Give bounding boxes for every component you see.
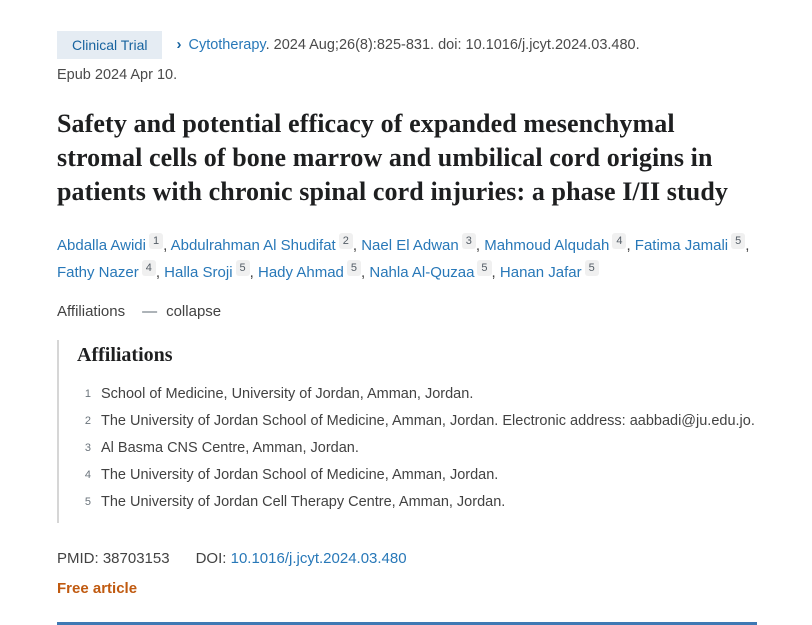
author-entry: Halla Sroji 5, [164,260,258,281]
affiliation-text: Al Basma CNS Centre, Amman, Jordan. [101,440,359,456]
affiliation-text: The University of Jordan School of Medic… [101,413,755,429]
pmid-group: PMID: 38703153 [57,550,170,567]
epub-date: Epub 2024 Apr 10. [57,67,178,83]
affiliations-panel: Affiliations 1 School of Medicine, Unive… [57,340,757,523]
author-entry: Mahmoud Alqudah 4, [484,233,635,254]
author-link[interactable]: Nael El Adwan [361,237,459,254]
affiliation-item: 5 The University of Jordan Cell Therapy … [77,490,757,515]
author-entry: Nael El Adwan 3, [361,233,485,254]
affiliation-item: 1 School of Medicine, University of Jord… [77,382,757,407]
pmid-label: PMID: [57,550,99,567]
author-affiliation-superscript[interactable]: 1 [148,233,164,249]
author-affiliation-superscript[interactable]: 5 [731,233,746,249]
author-link[interactable]: Abdulrahman Al Shudifat [170,237,336,254]
affiliation-number: 1 [84,388,91,400]
journal-link[interactable]: Cytotherapy [188,36,266,53]
citation-text: . 2024 Aug;26(8):825-831. doi: 10.1016/j… [265,36,640,53]
chevron-right-icon: › [176,35,182,53]
affiliation-number: 5 [84,496,91,508]
doi-group: DOI: 10.1016/j.jcyt.2024.03.480 [196,550,407,567]
affiliation-item: 3 Al Basma CNS Centre, Amman, Jordan. [77,436,757,461]
doi-link[interactable]: 10.1016/j.jcyt.2024.03.480 [230,550,407,567]
collapse-minus-icon: — [142,303,158,320]
author-entry: Nahla Al-Quzaa 5, [369,260,500,281]
affiliations-toggle-label: Affiliations [57,303,126,320]
author-entry: Abdulrahman Al Shudifat 2, [170,233,362,254]
author-link[interactable]: Hanan Jafar [499,264,582,281]
affiliation-text: School of Medicine, University of Jordan… [101,386,474,402]
affiliations-heading: Affiliations [77,344,173,366]
author-link[interactable]: Fathy Nazer [57,264,139,281]
article-title: Safety and potential efficacy of expande… [57,109,728,206]
affiliation-text: The University of Jordan School of Medic… [101,467,499,483]
author-entry: Fatima Jamali 5, [634,233,750,254]
author-link[interactable]: Hady Ahmad [258,264,344,281]
author-affiliation-superscript[interactable]: 5 [235,260,250,276]
citation-banner: Clinical Trial › Cytotherapy. 2024 Aug;26(… [57,31,757,59]
author-link[interactable]: Fatima Jamali [634,237,729,254]
author-link[interactable]: Mahmoud Alqudah [484,237,610,254]
author-affiliation-superscript[interactable]: 5 [477,260,492,276]
authors-list: Abdalla Awidi 1, Abdulrahman Al Shudifat 2… [57,232,757,286]
identifiers-row: PMID: 38703153 DOI: 10.1016/j.jcyt.2024.0… [57,550,757,567]
affiliation-number: 3 [84,442,91,454]
affiliation-item: 2 The University of Jordan School of Med… [77,409,757,434]
author-entry: Fathy Nazer 4, [57,260,165,281]
author-affiliation-superscript[interactable]: 4 [141,260,156,276]
author-affiliation-superscript[interactable]: 5 [346,260,362,276]
author-affiliation-superscript[interactable]: 2 [338,233,353,249]
article-header-page: Clinical Trial › Cytotherapy. 2024 Aug;26(… [57,31,757,597]
doi-label: DOI: [195,550,227,567]
affiliations-collapse-toggle[interactable]: Affiliations — collapse [57,303,221,320]
author-entry: Hanan Jafar 5 [499,260,599,281]
author-link[interactable]: Halla Sroji [164,264,233,281]
author-entry: Hady Ahmad 5, [258,260,370,281]
free-article-label: Free article [57,580,138,597]
author-affiliation-superscript[interactable]: 5 [584,260,599,276]
affiliations-items: 1 School of Medicine, University of Jord… [77,382,757,515]
author-link[interactable]: Abdalla Awidi [57,237,146,254]
collapse-action-label: collapse [166,303,222,320]
section-divider-rule [57,622,757,625]
affiliation-number: 2 [84,415,91,427]
affiliation-text: The University of Jordan Cell Therapy Ce… [101,494,506,510]
author-link[interactable]: Nahla Al-Quzaa [369,264,475,281]
publication-type-badge: Clinical Trial [57,31,163,59]
affiliation-item: 4 The University of Jordan School of Med… [77,463,757,488]
affiliation-number: 4 [84,469,91,481]
pmid-value: 38703153 [102,550,170,567]
author-affiliation-superscript[interactable]: 3 [461,233,476,249]
author-entry: Abdalla Awidi 1, [57,233,171,254]
author-affiliation-superscript[interactable]: 4 [612,233,627,249]
